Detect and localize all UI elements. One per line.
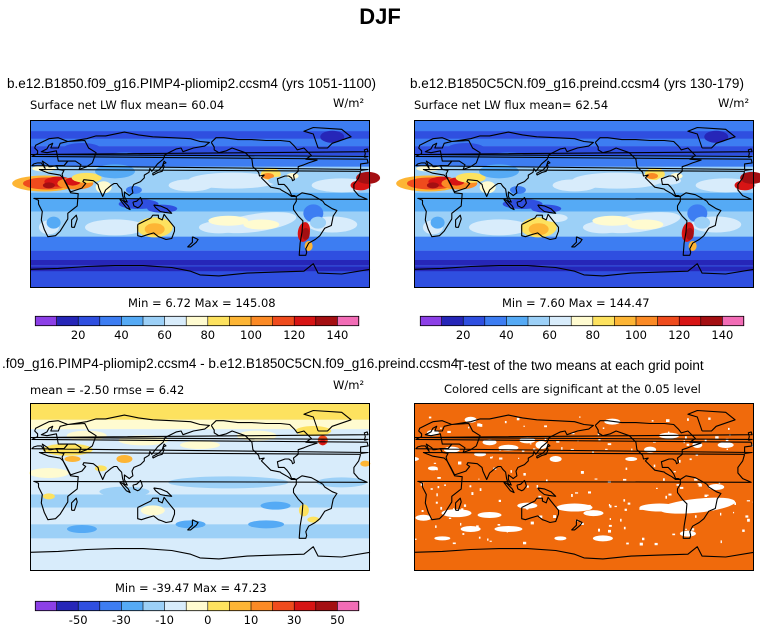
colorbar-cell (35, 316, 57, 326)
colorbar-cell (614, 316, 637, 326)
colorbar-tick-label: 0 (204, 613, 212, 627)
panel-3-range: Min = -39.47 Max = 47.23 (115, 581, 267, 595)
panel-1-map (12, 120, 381, 288)
colorbar-cell (272, 601, 295, 611)
colorbar-tick-label: 80 (200, 328, 216, 342)
panel-3-colorbar (34, 600, 360, 612)
panel-2-range: Min = 7.60 Max = 144.47 (502, 296, 650, 310)
colorbar-cell (679, 316, 702, 326)
panel-2-map (396, 120, 760, 288)
panel-4-title: T-test of the two means at each grid poi… (456, 358, 704, 373)
colorbar-cell (506, 316, 529, 326)
panel-1-case-title: b.e12.B1850.f09_g16.PIMP4-pliomip2.ccsm4… (7, 76, 376, 91)
colorbar-cell (35, 601, 57, 611)
colorbar-cell (99, 601, 122, 611)
colorbar-cell (56, 601, 79, 611)
colorbar-cell (207, 316, 230, 326)
colorbar-cell (143, 601, 165, 611)
colorbar-tick-label: 40 (114, 328, 129, 342)
colorbar-cell (571, 316, 594, 326)
panel-4-subtitle: Colored cells are significant at the 0.0… (444, 382, 701, 396)
panel-2-units: W/m² (718, 96, 750, 110)
colorbar-cell (251, 316, 273, 326)
colorbar-tick-label: 30 (286, 613, 302, 627)
panel-3-units: W/m² (333, 378, 365, 392)
colorbar-cell (251, 601, 273, 611)
panel-1-units: W/m² (333, 96, 365, 110)
colorbar-tick-label: 140 (711, 328, 734, 342)
panel-4-map (409, 403, 755, 571)
colorbar-cell (441, 316, 464, 326)
colorbar-tick-label: 60 (157, 328, 172, 342)
colorbar-tick-label: -50 (68, 613, 88, 627)
colorbar-cell (484, 316, 507, 326)
panel-3-stats-label: mean = -2.50 rmse = 6.42 (30, 383, 185, 397)
colorbar-cell (121, 601, 144, 611)
colorbar-cell (337, 601, 360, 611)
colorbar-cell (272, 316, 295, 326)
colorbar-cell (294, 601, 317, 611)
colorbar-cell (294, 316, 317, 326)
colorbar-cell (121, 316, 144, 326)
colorbar-cell (700, 316, 723, 326)
colorbar-cell (315, 316, 338, 326)
colorbar-cell (657, 316, 680, 326)
colorbar-cell (164, 316, 187, 326)
colorbar-cell (143, 316, 165, 326)
colorbar-cell (186, 316, 209, 326)
colorbar-cell (207, 601, 230, 611)
panel-1-range: Min = 6.72 Max = 145.08 (128, 296, 276, 310)
colorbar-cell (722, 316, 745, 326)
colorbar-tick-label: 60 (542, 328, 557, 342)
colorbar-cell (56, 316, 79, 326)
panel-3-map (28, 403, 371, 571)
colorbar-cell (229, 601, 252, 611)
colorbar-cell (528, 316, 550, 326)
colorbar-tick-label: 80 (585, 328, 601, 342)
colorbar-cell (592, 316, 615, 326)
colorbar-tick-label: 140 (326, 328, 349, 342)
panel-2-case-title: b.e12.B1850C5CN.f09_g16.preind.ccsm4 (yr… (410, 76, 744, 91)
colorbar-tick-label: 120 (668, 328, 691, 342)
colorbar-tick-label: -30 (111, 613, 131, 627)
colorbar-cell (315, 601, 338, 611)
colorbar-tick-label: 20 (70, 328, 86, 342)
colorbar-cell (78, 601, 101, 611)
panel-1-mean-label: Surface net LW flux mean= 60.04 (30, 98, 225, 112)
colorbar-tick-label: 100 (240, 328, 262, 342)
colorbar-tick-label: 100 (625, 328, 647, 342)
panel-3-case-title: .f09_g16.PIMP4-pliomip2.ccsm4 - b.e12.B1… (2, 356, 459, 371)
figure-title: DJF (359, 4, 401, 29)
colorbar-cell (636, 316, 658, 326)
colorbar-tick-label: 120 (283, 328, 306, 342)
colorbar-cell (186, 601, 209, 611)
colorbar-cell (463, 316, 486, 326)
panel-2-colorbar (419, 315, 745, 327)
colorbar-tick-label: -10 (155, 613, 174, 627)
colorbar-tick-label: 10 (243, 613, 259, 627)
colorbar-cell (164, 601, 187, 611)
colorbar-tick-label: 50 (330, 613, 345, 627)
colorbar-cell (549, 316, 572, 326)
panel-1-colorbar (34, 315, 360, 327)
colorbar-cell (99, 316, 122, 326)
colorbar-cell (337, 316, 360, 326)
colorbar-tick-label: 40 (499, 328, 514, 342)
colorbar-cell (229, 316, 252, 326)
colorbar-cell (420, 316, 442, 326)
colorbar-cell (78, 316, 101, 326)
colorbar-tick-label: 20 (455, 328, 471, 342)
panel-2-mean-label: Surface net LW flux mean= 62.54 (414, 98, 609, 112)
